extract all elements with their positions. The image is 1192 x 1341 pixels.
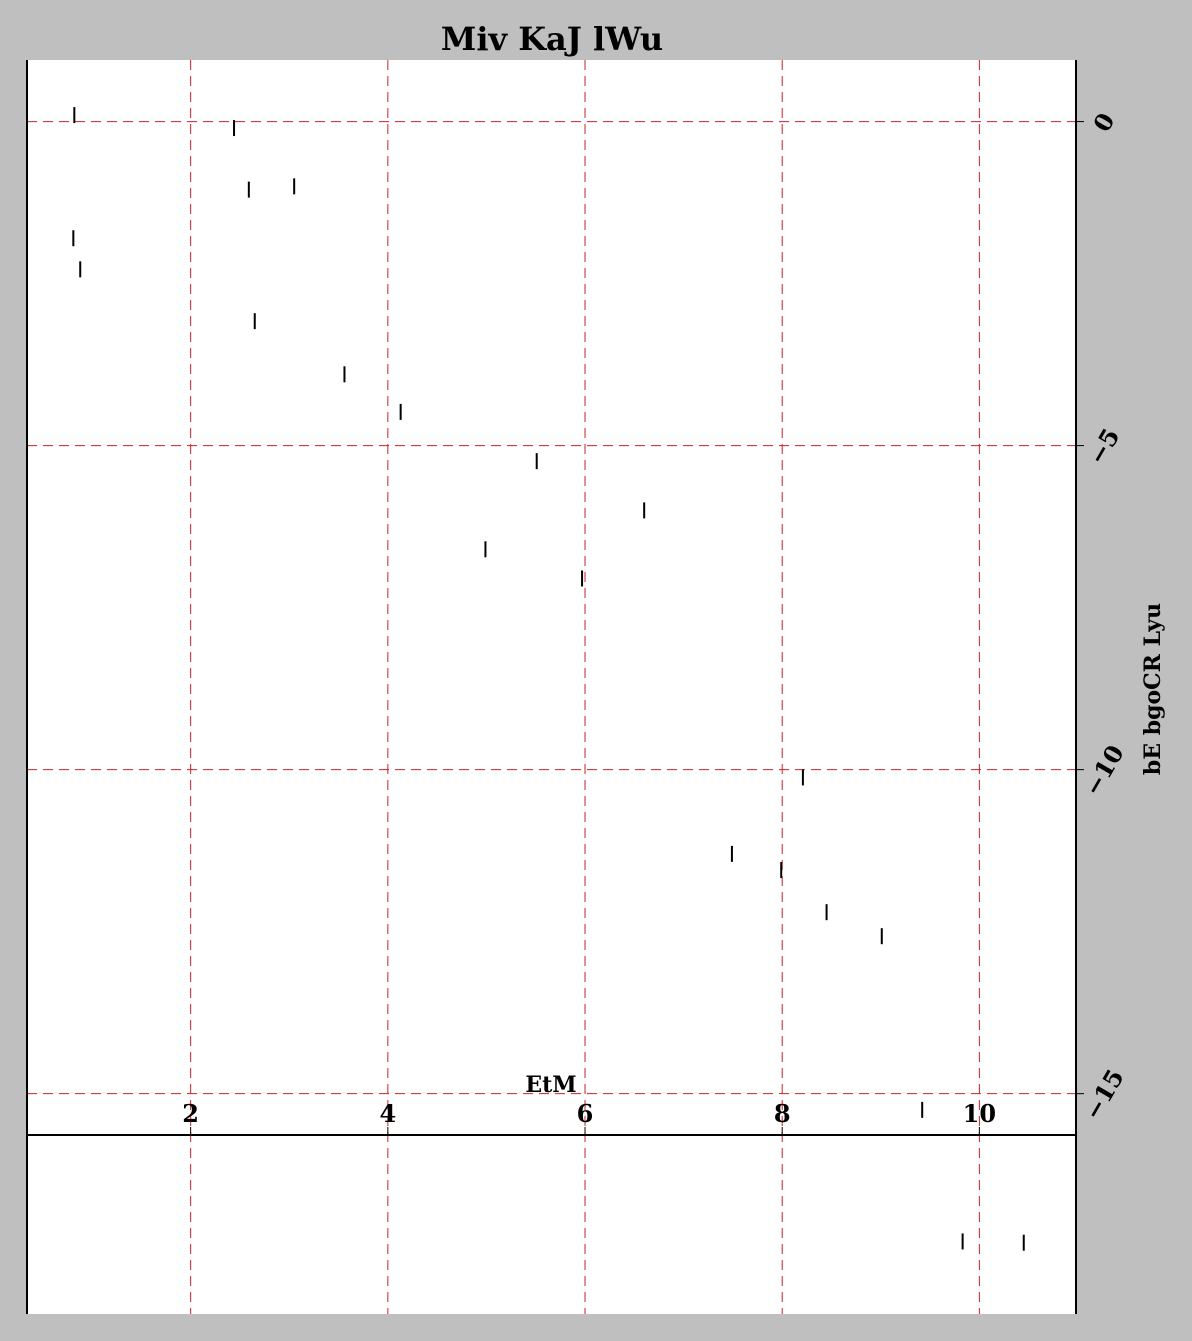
y-tick-label: 0 — [1087, 108, 1120, 137]
x-axis-label: EtM — [525, 1072, 576, 1098]
x-tick-label: 8 — [774, 1099, 791, 1128]
chart-title: Miv KaJ lWu — [441, 20, 663, 58]
y-axis-label: bE bgoCR Lyu — [1140, 603, 1166, 775]
x-tick-label: 6 — [577, 1099, 594, 1128]
plot-area — [27, 60, 1076, 1314]
x-tick-label: 2 — [182, 1099, 199, 1128]
x-tick-label: 4 — [379, 1099, 396, 1128]
y-tick-label: −5 — [1082, 423, 1126, 469]
y-tick-label: −15 — [1078, 1064, 1130, 1125]
x-tick-label: 10 — [963, 1099, 996, 1128]
x-tick-labels: 2 4 6 8 10 — [182, 1099, 996, 1135]
y-tick-label: −10 — [1078, 740, 1130, 801]
grid-lines — [27, 60, 1076, 1314]
y-tick-labels: 0 −5 −10 −15 — [1076, 108, 1130, 1125]
data-points — [72, 107, 1025, 1251]
